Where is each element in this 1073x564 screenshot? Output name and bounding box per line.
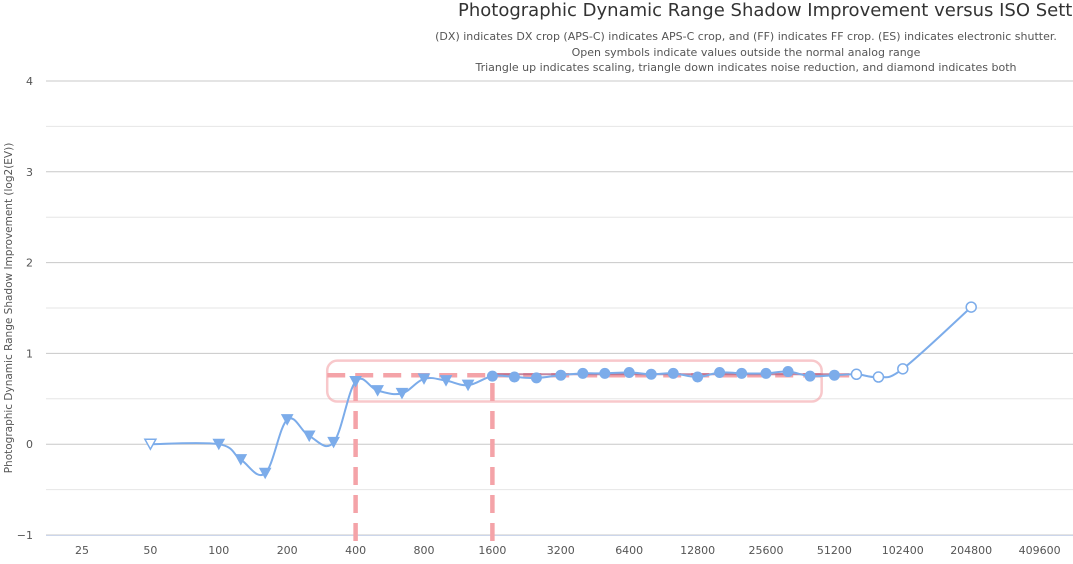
data-point-triangle-down xyxy=(439,375,453,387)
data-point-triangle-down xyxy=(371,385,384,397)
data-point-circle xyxy=(872,371,885,383)
y-tick-label: −1 xyxy=(17,529,33,542)
x-tick-label: 1600 xyxy=(478,544,506,557)
data-point-triangle-down xyxy=(143,438,158,451)
x-tick-label: 3200 xyxy=(547,544,575,557)
data-point-circle xyxy=(599,367,611,379)
y-axis-label: Photographic Dynamic Range Shadow Improv… xyxy=(3,143,15,474)
annotations xyxy=(325,359,857,541)
x-tick-label: 102400 xyxy=(882,544,924,557)
data-point-circle xyxy=(530,372,542,384)
x-tick-label: 409600 xyxy=(1019,544,1061,557)
data-point-triangle-down xyxy=(417,373,431,385)
data-point-circle xyxy=(555,369,567,381)
data-point-circle xyxy=(645,368,657,380)
y-tick-label: 4 xyxy=(26,75,33,88)
x-axis-tick-labels: 25 50 100 200 400 800 1600 3200 6400 12800 25600 51… xyxy=(75,544,1061,557)
data-point-triangle-down xyxy=(349,376,362,388)
subtitle-line-3: Triangle up indicates scaling, triangle … xyxy=(475,61,1017,74)
x-tick-label: 800 xyxy=(414,544,435,557)
subtitle-line-2: Open symbols indicate values outside the… xyxy=(571,46,921,59)
data-point-triangle-down xyxy=(395,387,409,400)
x-tick-label: 100 xyxy=(208,544,229,557)
x-tick-label: 400 xyxy=(345,544,366,557)
y-tick-label: 2 xyxy=(26,257,33,270)
data-point-circle xyxy=(897,363,909,375)
data-point-circle xyxy=(736,367,748,379)
x-tick-label: 6400 xyxy=(615,544,643,557)
y-tick-label: 0 xyxy=(26,438,33,451)
data-point-circle xyxy=(486,370,498,382)
x-tick-label: 50 xyxy=(143,544,157,557)
x-tick-label: 200 xyxy=(277,544,298,557)
data-point-circle xyxy=(508,371,520,383)
y-axis-tick-labels: −1 0 1 2 3 4 xyxy=(17,75,33,542)
data-point-circle xyxy=(667,367,679,379)
x-tick-label: 25600 xyxy=(749,544,784,557)
data-point-circle xyxy=(623,366,635,378)
x-tick-label: 204800 xyxy=(950,544,992,557)
data-point-circle xyxy=(760,367,772,379)
data-point-circle xyxy=(828,369,840,381)
y-tick-label: 3 xyxy=(26,166,33,179)
data-point-triangle-down xyxy=(212,438,226,451)
data-point-triangle-down xyxy=(302,430,316,443)
data-point-circle xyxy=(850,368,863,381)
data-point-circle xyxy=(577,367,589,379)
x-tick-label: 12800 xyxy=(680,544,715,557)
data-point-triangle-down xyxy=(258,467,272,480)
data-point-circle xyxy=(965,301,977,313)
subtitle-line-1: (DX) indicates DX crop (APS-C) indicates… xyxy=(435,30,1057,43)
series-line xyxy=(150,306,972,476)
data-point-triangle-down xyxy=(327,436,340,449)
data-point-circle xyxy=(782,366,794,378)
grid-lines xyxy=(46,80,1073,536)
y-tick-label: 1 xyxy=(26,347,33,360)
x-tick-label: 51200 xyxy=(817,544,852,557)
series-layer xyxy=(143,301,977,480)
data-point-circle xyxy=(714,366,726,378)
data-point-triangle-down xyxy=(234,454,248,466)
data-point-circle xyxy=(804,370,816,382)
data-point-circle xyxy=(692,371,704,383)
data-point-triangle-down xyxy=(280,414,294,426)
data-point-triangle-down xyxy=(461,379,475,392)
chart-title-text: Photographic Dynamic Range Shadow Improv… xyxy=(458,0,1073,21)
x-tick-label: 25 xyxy=(75,544,89,557)
highlight-box xyxy=(325,359,823,403)
